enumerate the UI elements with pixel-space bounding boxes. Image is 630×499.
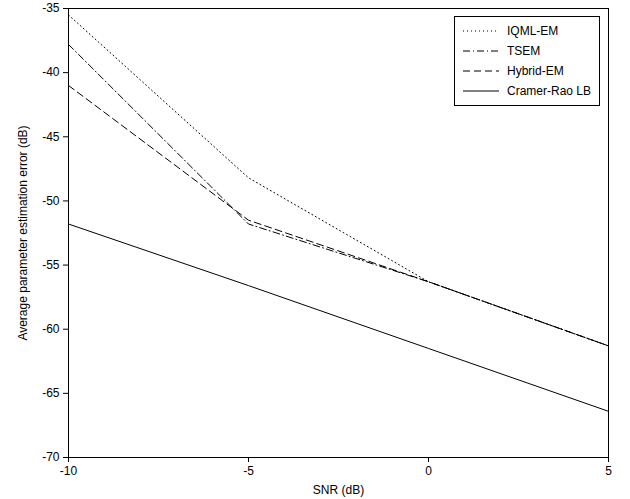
svg-text:-40: -40	[42, 65, 60, 79]
html-text:Cramer-Rao LB: Cramer-Rao LB	[507, 84, 591, 98]
svg-text:Average parameter estimation e: Average parameter estimation error (dB)	[16, 125, 30, 340]
svg-text:0: 0	[425, 464, 432, 478]
svg-text:-55: -55	[42, 258, 60, 272]
svg-text:-10: -10	[60, 464, 78, 478]
html-text:IQML-EM: IQML-EM	[507, 24, 559, 38]
html-text:Hybrid-EM: Hybrid-EM	[507, 64, 564, 78]
svg-text:SNR (dB): SNR (dB)	[313, 483, 364, 497]
svg-text:-50: -50	[42, 194, 60, 208]
svg-text:-65: -65	[42, 386, 60, 400]
svg-text:-45: -45	[42, 130, 60, 144]
svg-text:-35: -35	[42, 1, 60, 15]
svg-text:5: 5	[605, 464, 612, 478]
svg-text:-5: -5	[243, 464, 254, 478]
svg-text:-70: -70	[42, 450, 60, 464]
svg-text:-60: -60	[42, 322, 60, 336]
html-text:TSEM: TSEM	[507, 44, 541, 58]
